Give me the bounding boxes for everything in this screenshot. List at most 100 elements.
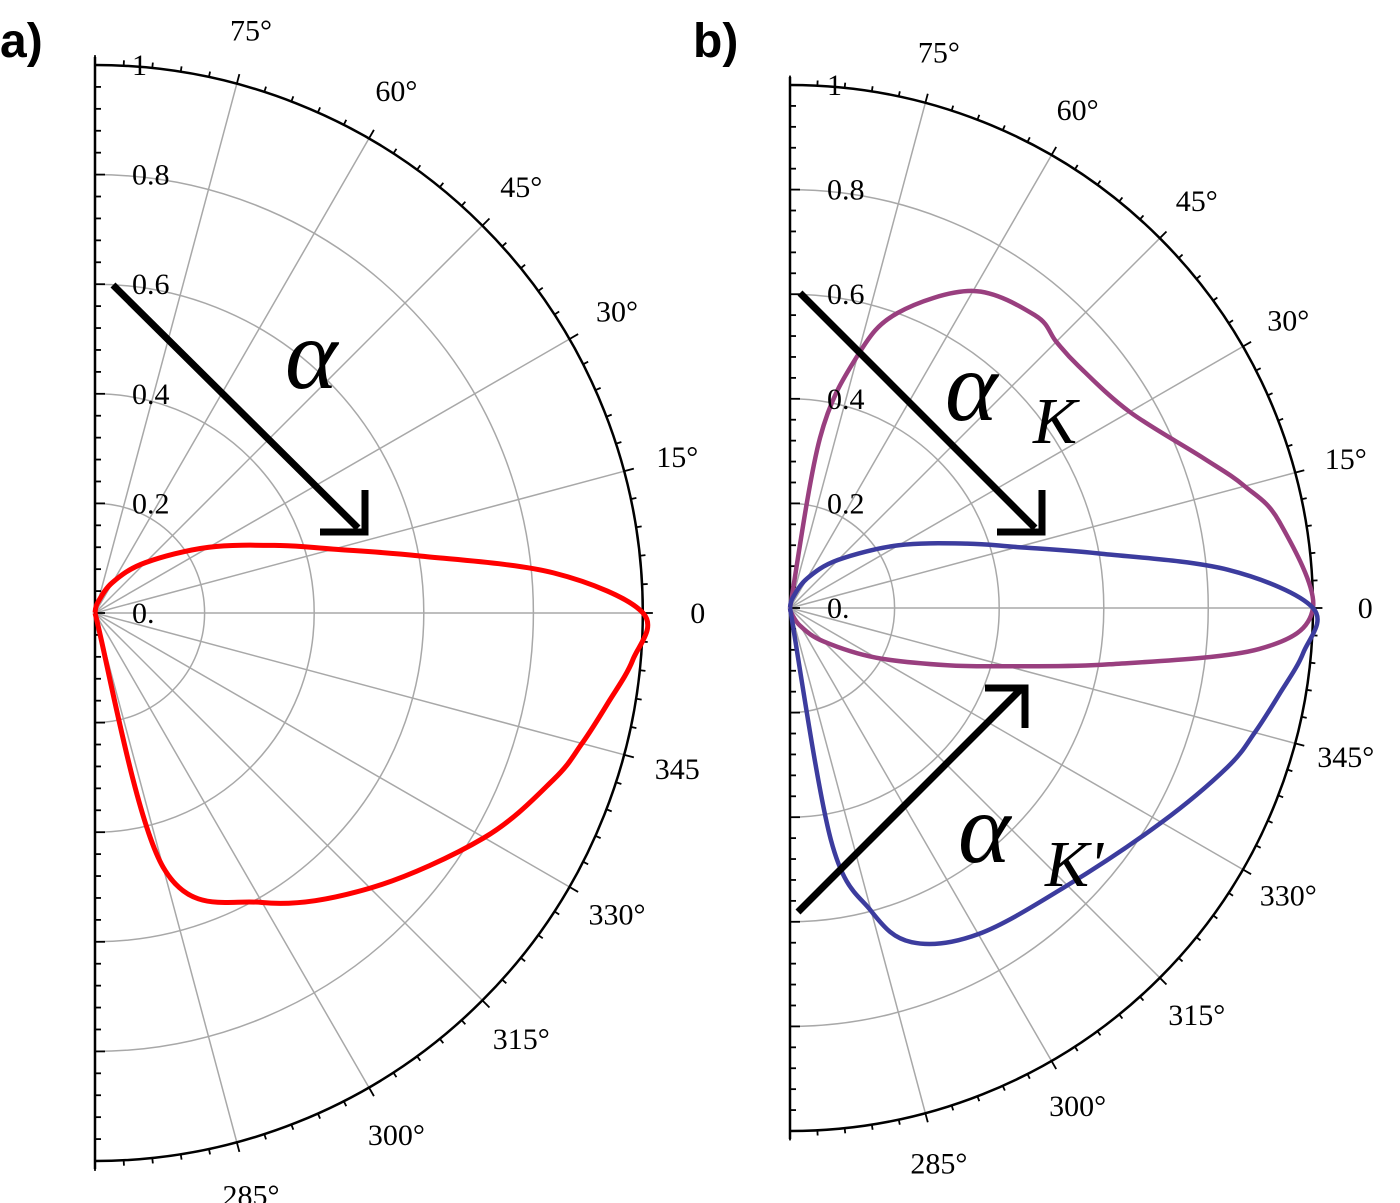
- arc-tick-b--63: [1026, 1073, 1031, 1080]
- series-curve-b-1: [787, 541, 1320, 947]
- arc-tick-a--75: [235, 1142, 241, 1153]
- angle-tick-label-b-6: 345°: [1317, 741, 1374, 774]
- angle-tick-label-b-3: 30°: [1267, 304, 1309, 337]
- arc-tick-a-30: [569, 333, 579, 340]
- arc-tick-a--54: [416, 1055, 422, 1062]
- arc-tick-b-33: [1228, 319, 1234, 324]
- grid-spoke-a--60: [94, 612, 370, 1088]
- radial-tick-label-b-2: 0.4: [827, 383, 865, 416]
- radial-tick-label-a-1: 0.2: [132, 487, 170, 520]
- panel-label-a: a): [0, 15, 43, 68]
- arc-tick-a--48: [461, 1019, 467, 1025]
- arc-tick-b--36: [1212, 914, 1218, 920]
- arc-tick-b--15: [1294, 742, 1305, 747]
- arc-tick-a--84: [151, 1157, 154, 1164]
- arc-tick-b-54: [1096, 180, 1102, 186]
- angle-tick-label-a-9: 300°: [368, 1119, 425, 1152]
- series-curve-a-0: [92, 542, 651, 906]
- arc-tick-b-18: [1287, 443, 1293, 448]
- arc-tick-a-48: [461, 201, 467, 207]
- arc-tick-a--57: [392, 1072, 398, 1078]
- angle-tick-label-a-2: 45°: [500, 171, 542, 204]
- arc-tick-a--51: [439, 1038, 445, 1044]
- arc-tick-b--48: [1139, 996, 1145, 1002]
- arc-tick-b-60: [1050, 146, 1057, 156]
- arc-tick-a--45: [481, 999, 491, 1009]
- arc-tick-a--9: [636, 697, 642, 701]
- radial-tick-label-b-4: 0.8: [827, 174, 865, 207]
- arc-tick-a-66: [317, 107, 321, 113]
- arc-tick-a--60: [368, 1087, 375, 1097]
- arc-tick-a--69: [290, 1124, 295, 1131]
- arc-tick-b--84: [843, 1128, 847, 1134]
- grid-spoke-b--75: [789, 607, 927, 1114]
- arc-tick-b-9: [1306, 524, 1312, 528]
- radial-tick-label-a-5: 1: [132, 49, 147, 82]
- arc-tick-a--78: [208, 1148, 211, 1155]
- arc-tick-b-69: [976, 114, 981, 121]
- polar-panel-b: 0. 0.2 0.4 0.6 0.8 1 75° 60° 45° 30° 15° 0 345° 330° 3…: [693, 15, 1374, 1181]
- arc-tick-a-6: [639, 554, 646, 557]
- radial-tick-label-a-0: 0.: [132, 597, 155, 630]
- grid-spoke-a-60: [94, 138, 370, 614]
- angle-tick-label-a-0: 75°: [230, 15, 272, 48]
- radial-tick-label-b-0: 0.: [827, 592, 850, 625]
- arc-tick-a--63: [342, 1100, 348, 1107]
- arc-tick-a-21: [606, 413, 613, 418]
- arc-tick-b-51: [1118, 196, 1124, 203]
- radial-tick-label-a-4: 0.8: [132, 159, 170, 192]
- angle-tick-label-a-7: 330°: [589, 898, 646, 931]
- arc-tick-a-42: [501, 241, 507, 247]
- arc-tick-b-27: [1255, 367, 1262, 372]
- grid-spoke-a--15: [94, 612, 625, 756]
- arc-tick-a--36: [537, 934, 544, 940]
- arc-tick-a-81: [179, 66, 183, 72]
- arc-tick-b--75: [924, 1112, 929, 1123]
- arc-tick-a--72: [263, 1133, 267, 1140]
- grid-spoke-b-15: [789, 471, 1296, 609]
- arc-tick-a-78: [208, 71, 211, 78]
- arc-tick-b--18: [1287, 768, 1293, 773]
- arc-tick-a-54: [416, 164, 422, 171]
- grid-spoke-b--45: [789, 607, 1161, 979]
- arc-tick-b--42: [1178, 957, 1184, 963]
- grid-spoke-a-45: [94, 224, 484, 614]
- arc-tick-b--6: [1310, 661, 1316, 665]
- grid-spoke-a-15: [94, 470, 625, 614]
- grid-spoke-a-75: [94, 83, 238, 614]
- arrow-alpha-k: [797, 290, 1046, 536]
- annotation-alpha-kprime: α: [958, 773, 1013, 884]
- arc-tick-b--30: [1242, 868, 1252, 875]
- arc-tick-a--12: [630, 726, 637, 729]
- arc-tick-a-51: [439, 182, 445, 188]
- angle-tick-label-b-10: 285°: [910, 1148, 967, 1181]
- angle-tick-label-b-9: 300°: [1049, 1090, 1106, 1123]
- arc-tick-b-57: [1074, 164, 1079, 170]
- arc-tick-a-9: [636, 525, 642, 529]
- arc-tick-a--39: [520, 957, 526, 963]
- radial-tick-label-b-3: 0.6: [827, 278, 865, 311]
- angle-tick-label-a-6: 345: [655, 753, 700, 786]
- arrow-alpha: [110, 282, 369, 536]
- grid-spoke-a--45: [94, 612, 484, 1002]
- annotation-alpha-kprime-subscript: K': [1044, 828, 1105, 901]
- arc-tick-a--24: [595, 835, 601, 839]
- arc-tick-b-66: [1001, 125, 1006, 131]
- arc-tick-a--21: [606, 808, 613, 813]
- arc-tick-b--78: [897, 1119, 901, 1125]
- arc-tick-b--24: [1267, 819, 1273, 824]
- arc-tick-b-75: [924, 93, 929, 104]
- arc-tick-a--81: [179, 1154, 183, 1160]
- angle-tick-label-a-1: 60°: [375, 75, 417, 108]
- arc-tick-a-69: [290, 95, 295, 102]
- radial-tick-label-a-3: 0.6: [132, 268, 170, 301]
- arc-tick-a-75: [235, 73, 241, 84]
- arc-tick-b--27: [1255, 844, 1262, 849]
- grid-spoke-b--30: [789, 607, 1244, 871]
- arc-tick-b-15: [1294, 469, 1305, 474]
- arc-tick-b-6: [1310, 551, 1316, 555]
- radial-tick-label-a-2: 0.4: [132, 378, 170, 411]
- angle-tick-label-a-5: 0: [690, 597, 705, 630]
- arc-tick-b-36: [1212, 296, 1218, 302]
